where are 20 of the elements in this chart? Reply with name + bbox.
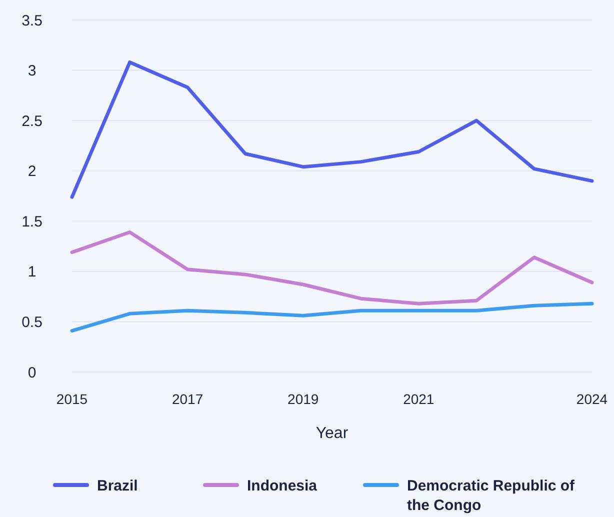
x-tick-label: 2015 — [56, 391, 88, 407]
y-tick-label: 0 — [28, 364, 36, 382]
x-axis-title: Year — [316, 425, 349, 442]
x-tick-label: 2017 — [172, 391, 204, 407]
line-series — [70, 230, 594, 306]
y-tick-label: 3.5 — [22, 12, 42, 30]
y-tick-label: 3 — [28, 62, 36, 80]
y-tick-label: 1.5 — [22, 213, 42, 230]
legend-label: Indonesia — [247, 477, 318, 494]
y-tick-label: 0.5 — [22, 314, 42, 331]
legend-label: Democratic Republic of the Congo — [407, 477, 576, 514]
x-tick-label: 2024 — [576, 391, 608, 407]
y-tick-label: 2.5 — [22, 112, 42, 130]
line-series — [70, 60, 594, 199]
x-tick-label: 2021 — [403, 391, 434, 407]
y-tick-label: 2 — [28, 163, 36, 180]
line-series — [70, 302, 594, 333]
y-tick-label: 1 — [28, 264, 36, 281]
legend-label: Brazil — [97, 477, 138, 494]
x-tick-label: 2019 — [288, 391, 319, 407]
